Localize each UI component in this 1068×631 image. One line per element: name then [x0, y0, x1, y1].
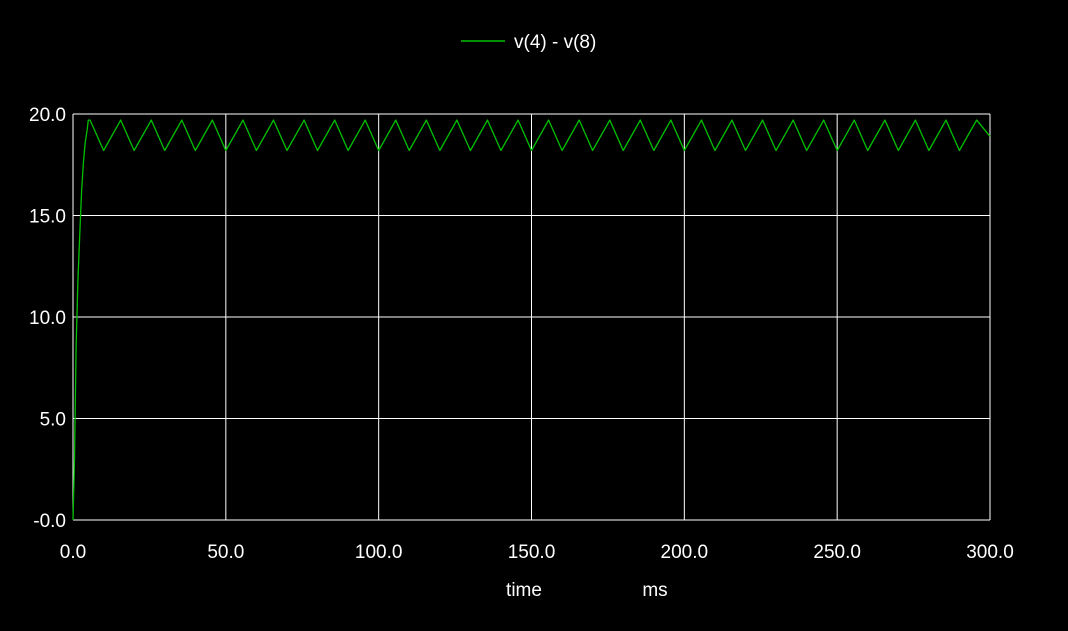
- x-tick-label: 300.0: [966, 542, 1014, 563]
- x-axis-unit: ms: [642, 580, 667, 601]
- x-tick-label: 0.0: [60, 542, 86, 563]
- tick-labels: 0.0 50.0 100.0 150.0 200.0 250.0 300.0 -0.0 5.0 1…: [29, 105, 1014, 563]
- y-tick-label: 15.0: [29, 207, 66, 228]
- x-tick-label: 200.0: [661, 542, 709, 563]
- x-axis-label: time: [506, 580, 542, 601]
- series-layer: [72, 119, 991, 521]
- x-tick-label: 250.0: [813, 542, 861, 563]
- series-line: [72, 119, 991, 521]
- y-tick-label: 20.0: [29, 105, 66, 126]
- x-tick-label: 150.0: [508, 542, 556, 563]
- legend-label: v(4) - v(8): [514, 32, 596, 53]
- y-tick-label: 5.0: [40, 410, 66, 431]
- grid: [72, 113, 991, 521]
- legend: v(4) - v(8): [461, 32, 596, 53]
- x-tick-label: 50.0: [207, 542, 244, 563]
- x-tick-label: 100.0: [355, 542, 403, 563]
- y-tick-label: 10.0: [29, 308, 66, 329]
- y-tick-label: -0.0: [33, 511, 66, 532]
